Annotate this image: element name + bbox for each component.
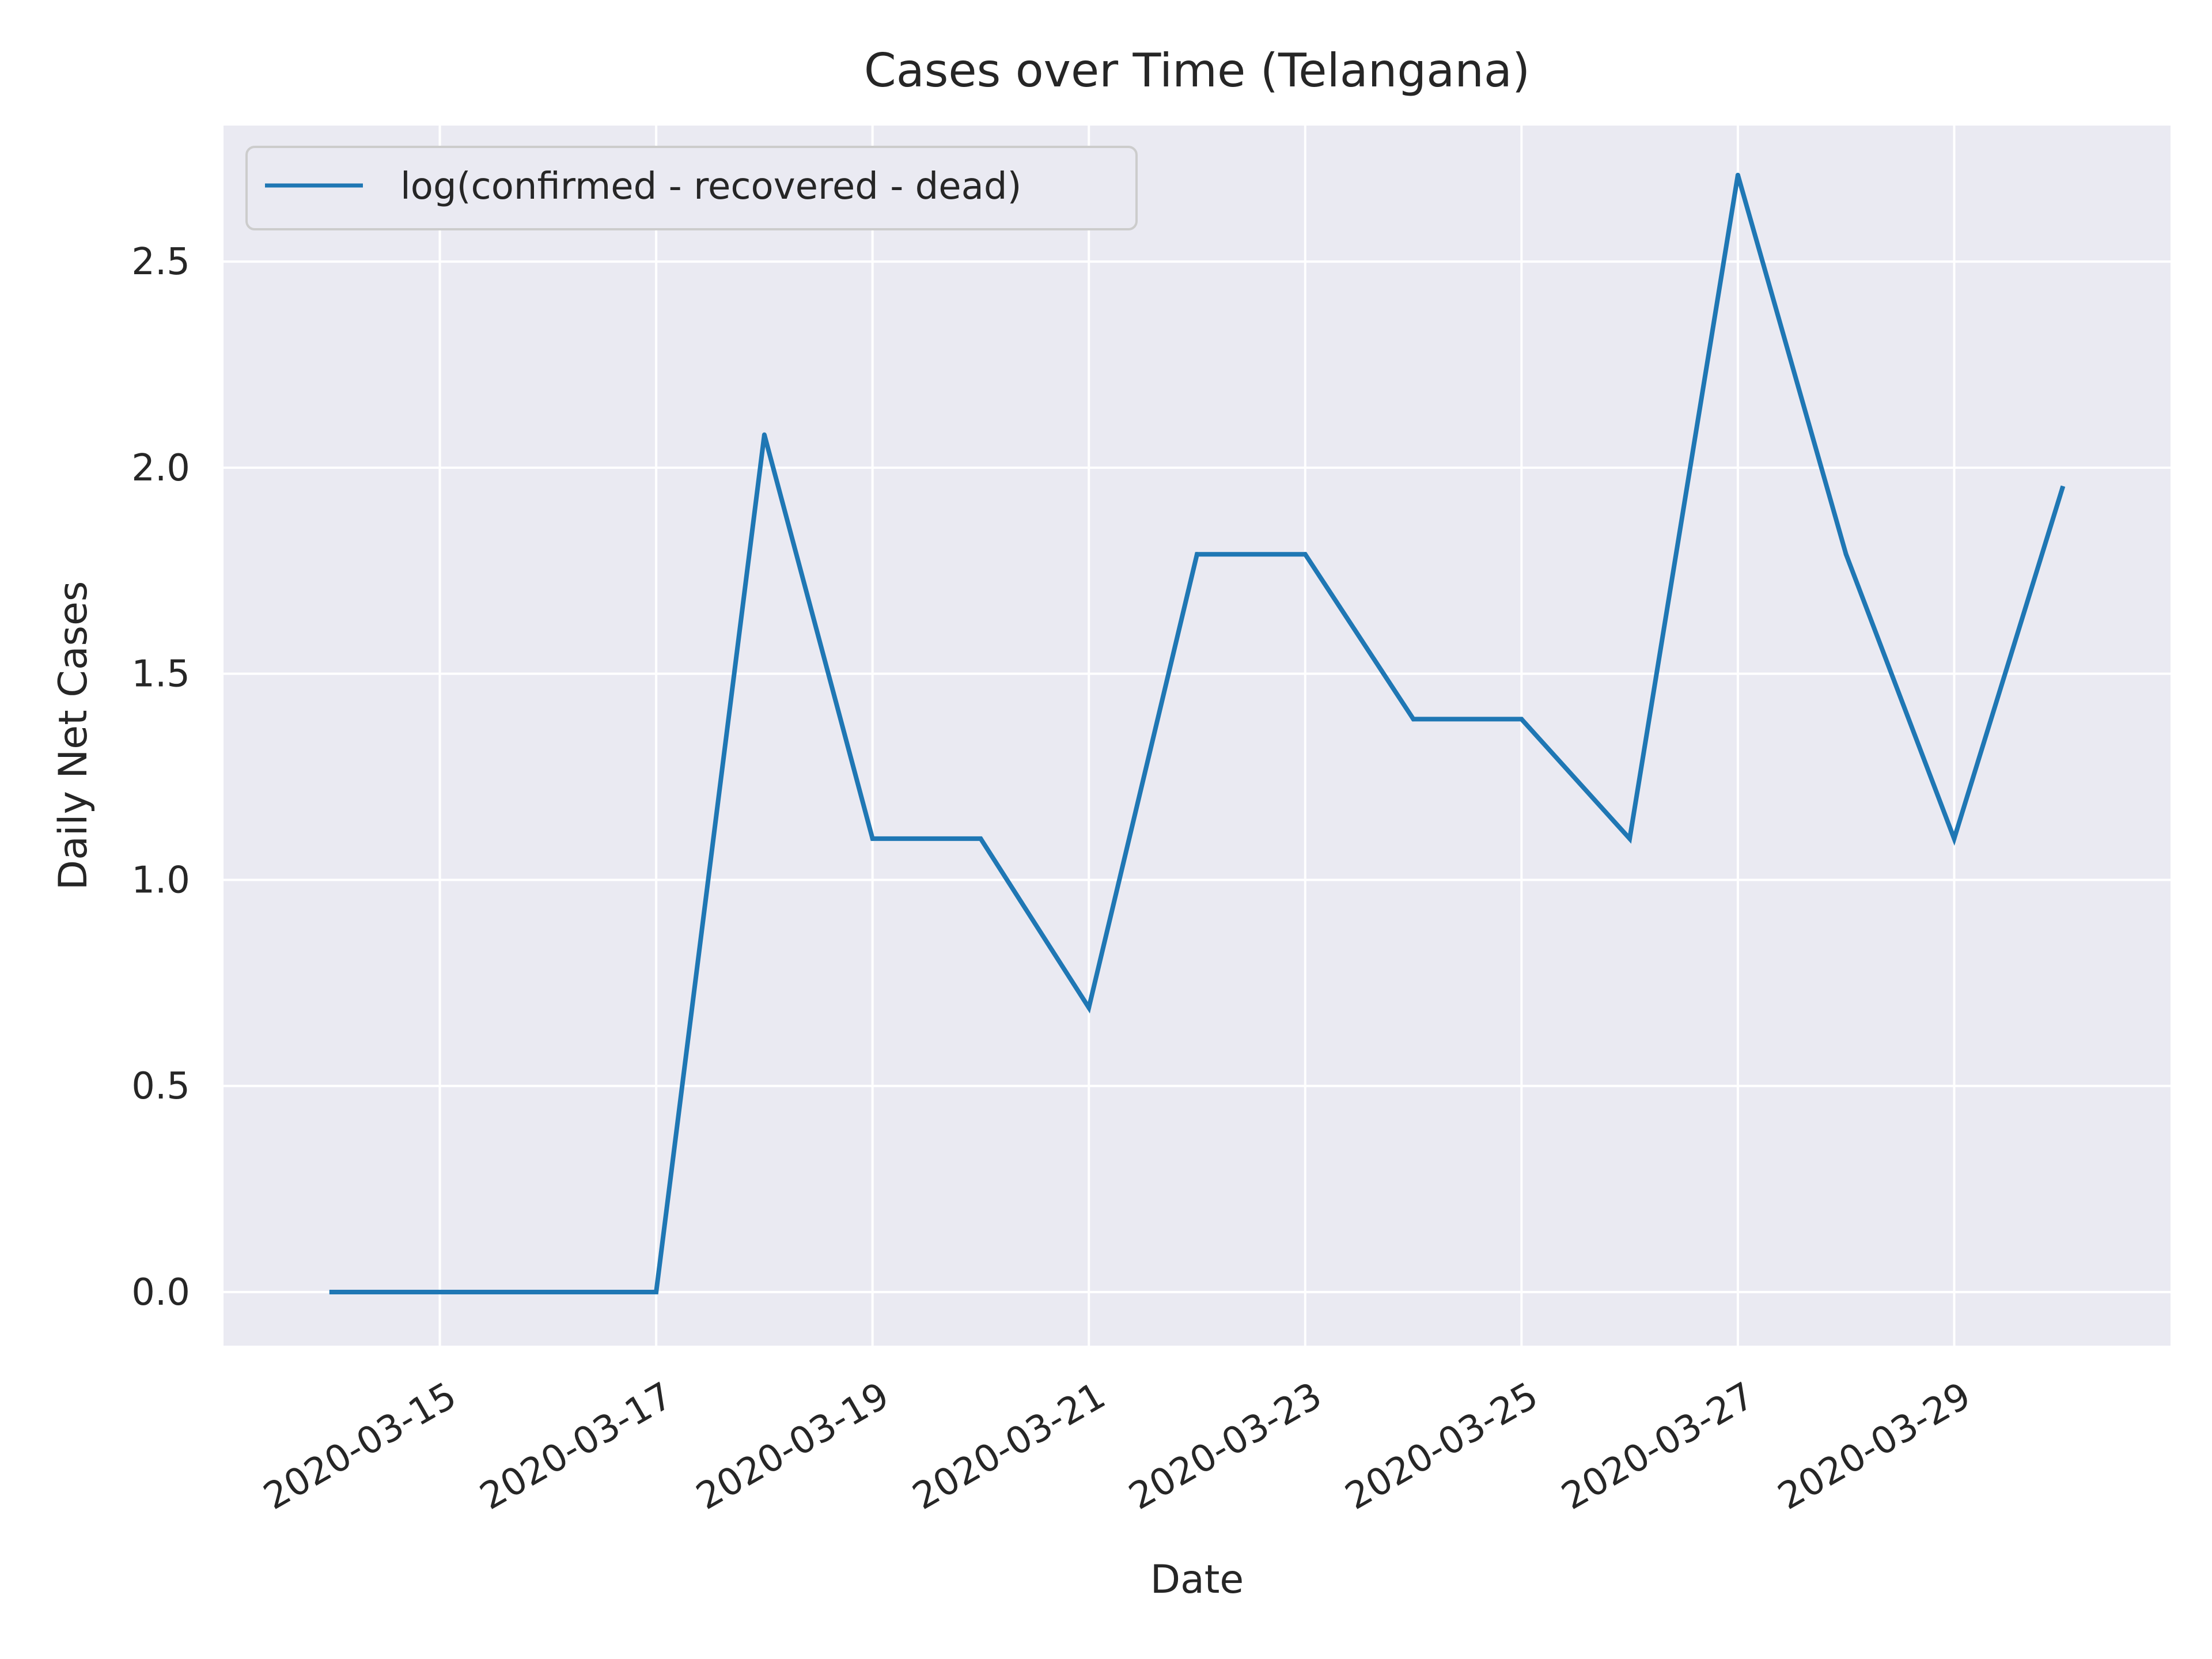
data-point	[762, 432, 767, 437]
y-tick-label: 0.5	[131, 1065, 190, 1108]
legend-box	[245, 146, 1138, 230]
x-tick-label: 2020-03-21	[906, 1374, 1112, 1518]
data-point	[1195, 552, 1199, 557]
data-point	[1086, 1005, 1092, 1010]
data-point	[1411, 717, 1416, 722]
y-tick-label: 1.5	[131, 653, 190, 696]
data-point	[329, 1289, 334, 1294]
x-axis-label: Date	[1150, 1557, 1244, 1603]
x-tick-label: 2020-03-15	[257, 1374, 464, 1518]
data-point	[437, 1289, 442, 1294]
y-axis-label: Daily Net Cases	[51, 581, 96, 891]
x-tick-label: 2020-03-23	[1122, 1374, 1329, 1518]
data-point	[1302, 552, 1308, 557]
data-point	[1627, 836, 1633, 841]
data-point	[978, 836, 983, 841]
y-tick-label: 2.0	[131, 447, 190, 490]
y-tick-label: 0.0	[131, 1271, 190, 1314]
chart-title: Cases over Time (Telangana)	[864, 44, 1530, 97]
data-point	[1735, 172, 1740, 177]
data-point	[1519, 717, 1524, 722]
y-tick-label: 2.5	[131, 241, 190, 283]
data-point	[870, 836, 875, 841]
x-tick-label: 2020-03-19	[690, 1374, 896, 1518]
legend: log(confirmed - recovered - dead)	[245, 146, 1138, 230]
data-point	[654, 1289, 659, 1294]
series-layer	[329, 172, 2066, 1294]
data-point	[546, 1289, 551, 1294]
x-tick-label: 2020-03-17	[473, 1374, 680, 1518]
data-point	[1952, 836, 1957, 841]
x-tick-label: 2020-03-29	[1771, 1374, 1978, 1518]
data-point	[1843, 552, 1849, 557]
x-tick-label: 2020-03-25	[1338, 1374, 1545, 1518]
grid	[224, 126, 2171, 1346]
y-tick-label: 1.0	[131, 859, 190, 902]
data-point	[2060, 486, 2065, 491]
legend-label: log(confirmed - recovered - dead)	[400, 165, 1021, 208]
x-tick-label: 2020-03-27	[1555, 1374, 1762, 1518]
plot-area	[224, 126, 2171, 1346]
